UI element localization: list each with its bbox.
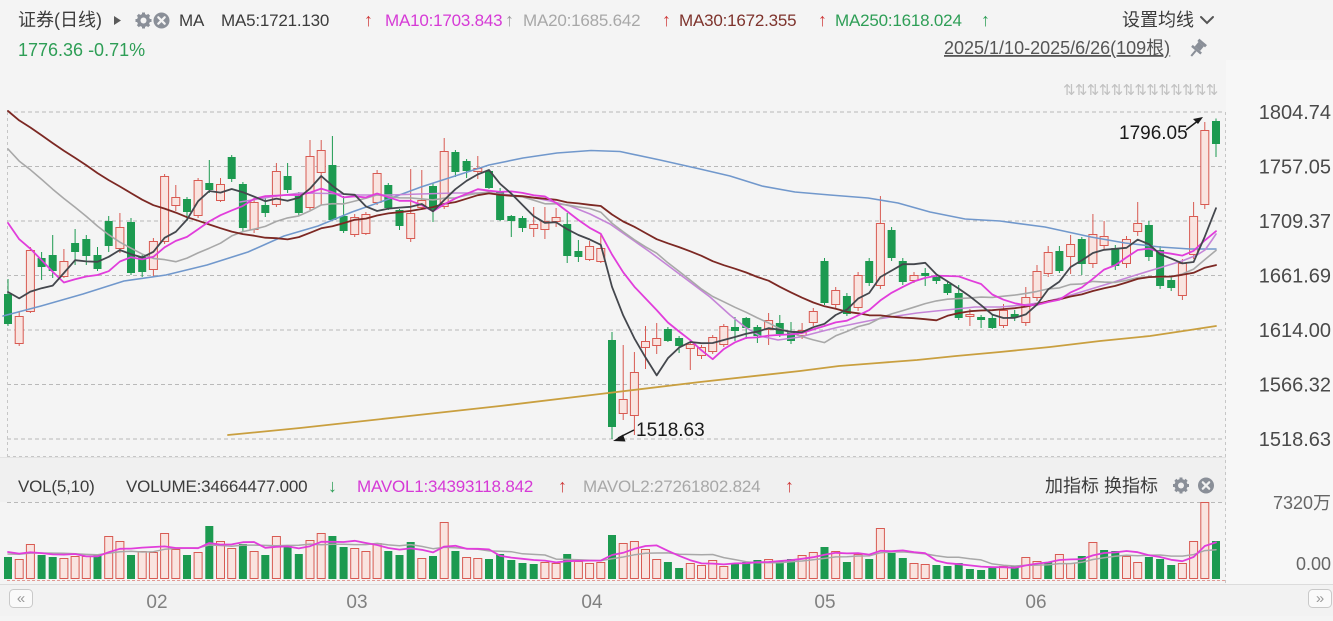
svg-text:⇅: ⇅: [1075, 82, 1088, 99]
svg-text:MA10:1703.843: MA10:1703.843: [385, 11, 502, 30]
svg-text:设置均线: 设置均线: [1122, 10, 1194, 30]
svg-text:MA250:1618.024: MA250:1618.024: [835, 11, 962, 30]
svg-text:1518.63: 1518.63: [1259, 429, 1331, 451]
svg-text:MA5:1721.130: MA5:1721.130: [221, 11, 329, 30]
svg-text:MA30:1672.355: MA30:1672.355: [679, 11, 796, 30]
svg-text:MAVOL1:34393118.842: MAVOL1:34393118.842: [357, 477, 533, 496]
svg-text:1614.00: 1614.00: [1259, 320, 1331, 342]
svg-text:VOL(5,10): VOL(5,10): [18, 477, 95, 496]
svg-text:⇅: ⇅: [1099, 82, 1112, 99]
svg-text:MAVOL2:27261802.824: MAVOL2:27261802.824: [583, 477, 760, 496]
svg-text:⇅: ⇅: [1111, 82, 1124, 99]
svg-text:↑: ↑: [558, 476, 567, 496]
svg-text:VOLUME:34664477.000: VOLUME:34664477.000: [126, 477, 307, 496]
svg-text:↑: ↑: [505, 10, 514, 30]
svg-text:1661.69: 1661.69: [1259, 266, 1331, 288]
svg-text:⇅: ⇅: [1123, 82, 1136, 99]
svg-text:02: 02: [146, 592, 167, 613]
svg-text:↑: ↑: [785, 476, 794, 496]
svg-text:⇅: ⇅: [1134, 82, 1147, 99]
svg-text:加指标 换指标: 加指标 换指标: [1045, 476, 1158, 496]
svg-text:⇅: ⇅: [1087, 82, 1100, 99]
svg-text:06: 06: [1025, 592, 1046, 613]
svg-text:⇅: ⇅: [1182, 82, 1195, 99]
svg-text:↑: ↑: [981, 10, 990, 30]
svg-text:7320万: 7320万: [1273, 493, 1331, 513]
svg-text:»: »: [1316, 590, 1324, 607]
svg-text:2025/1/10-2025/6/26(109根): 2025/1/10-2025/6/26(109根): [944, 38, 1170, 58]
svg-text:03: 03: [346, 592, 367, 613]
svg-text:↑: ↑: [818, 10, 827, 30]
svg-text:«: «: [17, 590, 25, 607]
svg-text:⇅: ⇅: [1170, 82, 1183, 99]
svg-text:0.00: 0.00: [1296, 554, 1331, 574]
svg-text:⇅: ⇅: [1194, 82, 1207, 99]
svg-text:1757.05: 1757.05: [1259, 157, 1331, 179]
svg-text:⇅: ⇅: [1146, 82, 1159, 99]
svg-text:1776.36 -0.71%: 1776.36 -0.71%: [18, 40, 145, 60]
svg-text:⇅: ⇅: [1063, 82, 1076, 99]
svg-text:1796.05: 1796.05: [1119, 123, 1188, 144]
svg-text:⇅: ⇅: [1206, 82, 1219, 99]
svg-text:↓: ↓: [328, 476, 337, 496]
svg-text:04: 04: [581, 592, 603, 613]
svg-text:MA20:1685.642: MA20:1685.642: [523, 11, 640, 30]
svg-text:证券(日线): 证券(日线): [18, 10, 102, 30]
svg-text:1709.37: 1709.37: [1259, 211, 1331, 233]
svg-text:↑: ↑: [662, 10, 671, 30]
svg-text:1518.63: 1518.63: [636, 420, 705, 441]
svg-text:MA: MA: [179, 11, 205, 30]
svg-text:05: 05: [814, 592, 835, 613]
svg-text:1804.74: 1804.74: [1259, 102, 1331, 124]
svg-text:1566.32: 1566.32: [1259, 375, 1331, 397]
svg-text:↑: ↑: [364, 10, 373, 30]
svg-text:⇅: ⇅: [1158, 82, 1171, 99]
